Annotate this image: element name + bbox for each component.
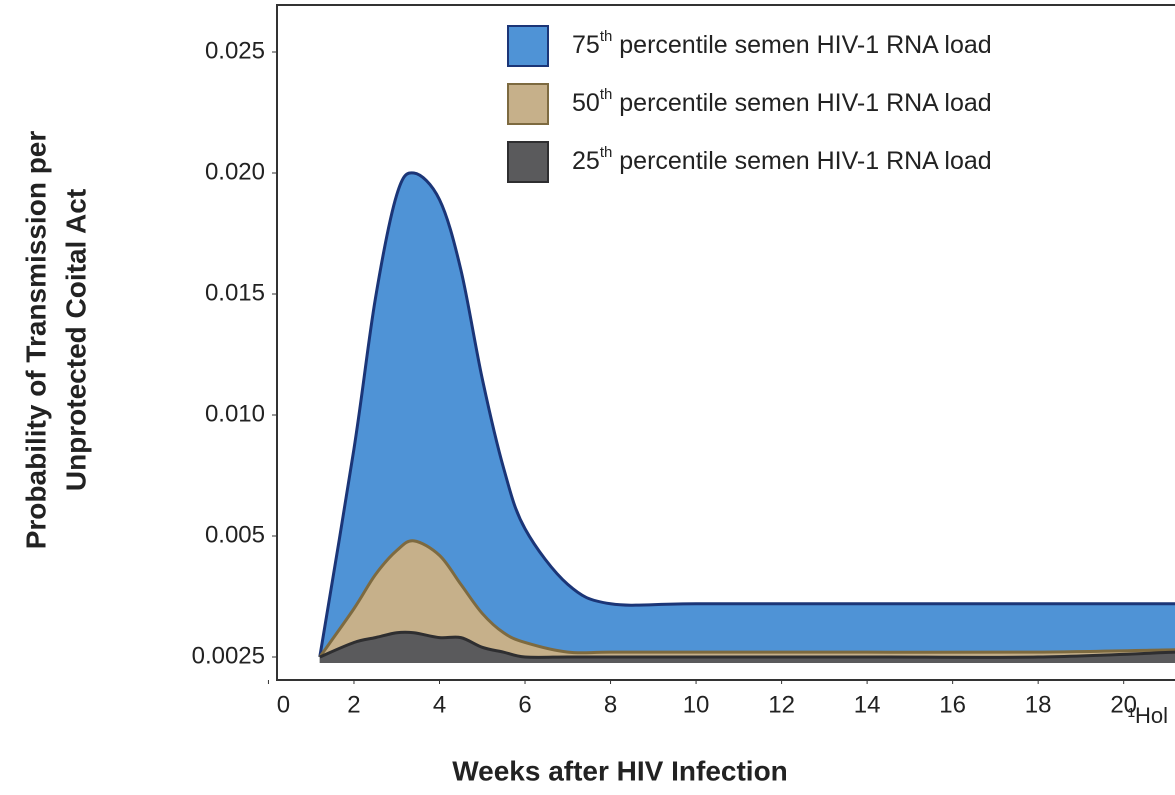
area-edge: [319, 630, 1175, 659]
legend-swatch: [507, 25, 549, 67]
y-tick-label: 0.020: [205, 158, 265, 185]
x-tick-label: 14: [854, 691, 881, 718]
legend-label: 75th percentile semen HIV-1 RNA load: [572, 28, 992, 59]
x-tick-label: 0: [277, 691, 290, 718]
legend-label: 25th percentile semen HIV-1 RNA load: [572, 144, 992, 175]
x-tick-label: 2: [347, 691, 360, 718]
x-tick-label: 20: [1110, 691, 1137, 718]
area-edge: [318, 539, 1175, 658]
y-tick-label: 0.015: [205, 279, 265, 306]
area-fill: [319, 632, 1175, 663]
y-tick-label: 0.005: [205, 521, 265, 548]
x-tick-label: 8: [604, 691, 617, 718]
legend-swatch: [507, 83, 549, 125]
legend-swatch: [507, 141, 549, 183]
area-edge: [318, 171, 1175, 658]
plot-frame: [276, 4, 1175, 681]
legend-label: 50th percentile semen HIV-1 RNA load: [572, 86, 992, 117]
y-tick-label: 0.010: [205, 400, 265, 427]
annotation: ¹Hol: [1128, 703, 1168, 728]
x-tick-label: 16: [939, 691, 966, 718]
x-tick-label: 10: [683, 691, 710, 718]
y-tick-label: 0.0025: [192, 642, 265, 669]
x-tick-label: 18: [1025, 691, 1052, 718]
x-axis-label: Weeks after HIV Infection: [452, 755, 788, 786]
x-tick-label: 4: [433, 691, 446, 718]
plot: [318, 171, 1175, 663]
x-tick-label: 6: [518, 691, 531, 718]
y-axis-label: Probability of Transmission per: [20, 131, 51, 550]
y-tick-label: 0.025: [205, 37, 265, 64]
x-tick-label: 12: [768, 691, 795, 718]
y-axis-label: Unprotected Coital Act: [60, 189, 91, 491]
